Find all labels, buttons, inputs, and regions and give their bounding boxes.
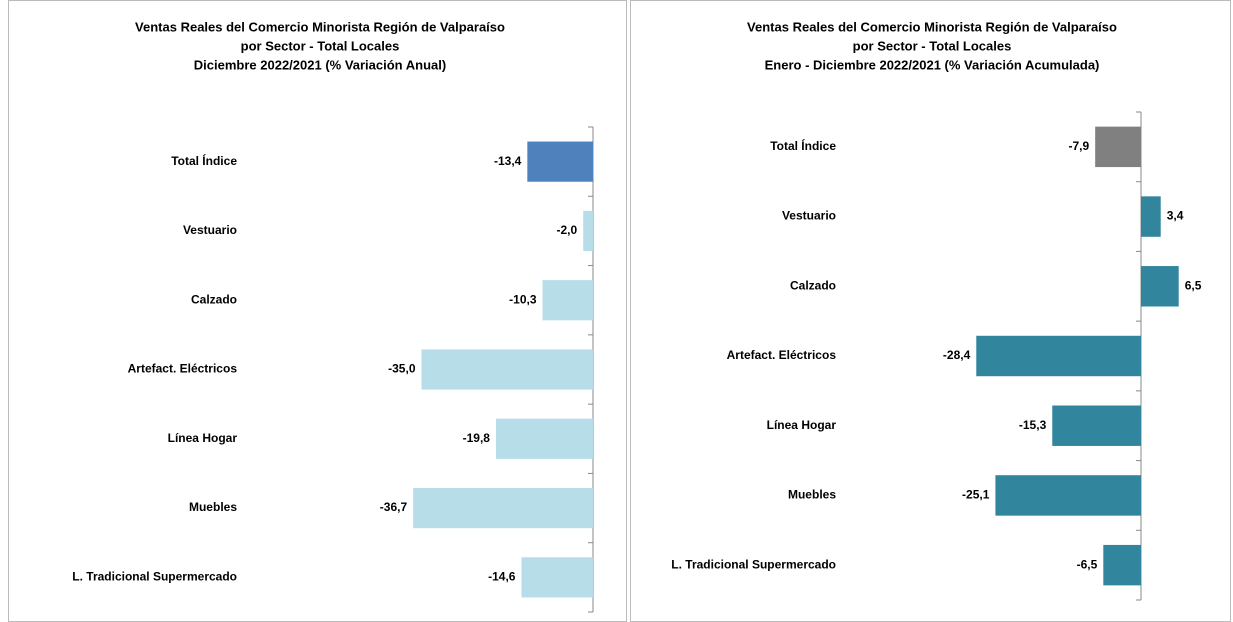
- category-label: Total Índice: [171, 153, 237, 168]
- value-label: -28,4: [943, 348, 971, 362]
- category-label: Calzado: [191, 292, 237, 306]
- category-label: Línea Hogar: [767, 418, 837, 432]
- bar: [421, 349, 593, 390]
- category-label: L. Tradicional Supermercado: [671, 557, 836, 571]
- category-label: L. Tradicional Supermercado: [72, 570, 237, 584]
- value-label: -19,8: [463, 431, 491, 445]
- category-label: Vestuario: [782, 209, 836, 223]
- value-label: -36,7: [380, 500, 408, 514]
- chart-title: por Sector - Total Locales: [853, 38, 1012, 53]
- value-label: 6,5: [1185, 278, 1202, 292]
- category-label: Línea Hogar: [168, 431, 238, 445]
- bar: [1141, 196, 1161, 237]
- value-label: 3,4: [1167, 209, 1184, 223]
- bar: [583, 210, 593, 252]
- bar: [995, 475, 1141, 516]
- bar: [1141, 266, 1179, 307]
- category-label: Muebles: [788, 488, 836, 502]
- bar: [1052, 405, 1141, 446]
- category-label: Vestuario: [183, 223, 237, 237]
- category-label: Total Índice: [770, 138, 836, 153]
- category-label: Calzado: [790, 278, 836, 292]
- value-label: -2,0: [557, 223, 578, 237]
- chart-title: por Sector - Total Locales: [241, 38, 400, 53]
- chart-title: Diciembre 2022/2021 (% Variación Anual): [194, 57, 446, 72]
- chart-title: Enero - Diciembre 2022/2021 (% Variación…: [765, 57, 1100, 72]
- chart-title: Ventas Reales del Comercio Minorista Reg…: [135, 19, 505, 34]
- bar: [976, 335, 1141, 377]
- value-label: -25,1: [962, 488, 990, 502]
- chart-title: Ventas Reales del Comercio Minorista Reg…: [747, 19, 1117, 34]
- value-label: -7,9: [1068, 139, 1089, 153]
- bar: [521, 557, 593, 598]
- value-label: -15,3: [1019, 418, 1047, 432]
- bar: [527, 141, 593, 182]
- category-label: Artefact. Eléctricos: [727, 348, 837, 362]
- bar: [542, 280, 593, 321]
- bar: [495, 418, 593, 459]
- bar: [1103, 544, 1141, 586]
- bar: [413, 487, 593, 529]
- left-panel: [8, 0, 627, 622]
- category-label: Artefact. Eléctricos: [128, 362, 238, 376]
- value-label: -14,6: [488, 570, 516, 584]
- bar: [1095, 126, 1141, 168]
- value-label: -35,0: [388, 362, 416, 376]
- value-label: -6,5: [1077, 557, 1098, 571]
- value-label: -13,4: [494, 154, 522, 168]
- right-panel: [630, 0, 1231, 622]
- category-label: Muebles: [189, 500, 237, 514]
- value-label: -10,3: [509, 292, 537, 306]
